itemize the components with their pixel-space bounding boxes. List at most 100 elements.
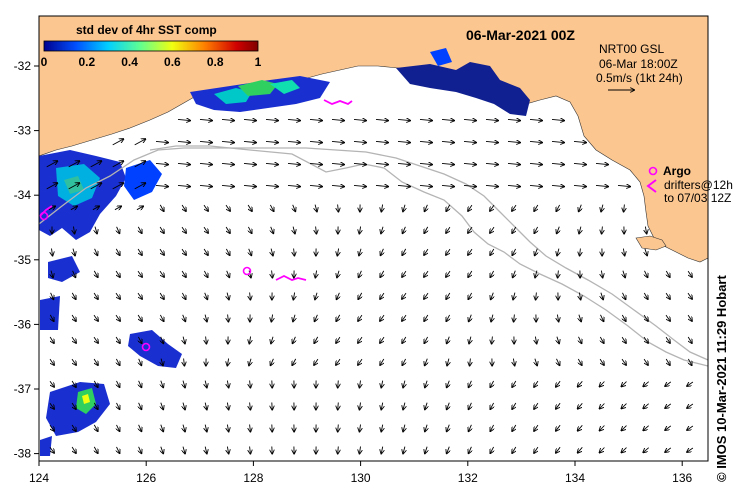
current-vector	[331, 119, 344, 120]
current-vector	[271, 314, 272, 322]
current-vector	[48, 206, 55, 209]
current-vector	[139, 424, 142, 431]
current-vector	[243, 141, 256, 142]
drifter-legend-label: drifters@12h	[664, 178, 733, 192]
current-vector	[529, 163, 542, 164]
current-vector	[94, 402, 97, 409]
current-vector	[117, 380, 120, 387]
current-vector	[534, 402, 538, 409]
current-vector	[381, 380, 382, 388]
current-vector	[287, 119, 300, 120]
current-vector	[468, 248, 473, 255]
current-vector	[177, 163, 190, 164]
drifter-track	[39, 205, 53, 217]
current-vector	[490, 204, 495, 211]
current-vector	[644, 358, 648, 365]
current-vector	[49, 402, 54, 409]
current-vector	[72, 424, 76, 431]
current-vector	[112, 139, 124, 146]
current-vector	[573, 163, 586, 164]
current-vector	[228, 314, 229, 322]
current-vector	[381, 402, 382, 410]
current-vector	[94, 424, 97, 431]
current-vector	[595, 185, 608, 186]
current-vector	[337, 292, 340, 299]
current-vector	[446, 292, 450, 299]
current-vector	[177, 185, 190, 186]
current-vector	[271, 226, 274, 233]
current-vector	[425, 446, 427, 454]
current-vector	[94, 292, 98, 299]
x-axis: 124 126 128 130 132 134 136	[29, 461, 693, 485]
y-tick-label: -36	[14, 317, 32, 331]
current-vector	[644, 292, 647, 299]
colorbar-tick-label: 0	[41, 55, 48, 69]
current-vector	[600, 447, 605, 453]
current-vector	[250, 380, 251, 388]
current-vector	[250, 402, 251, 410]
current-vector	[529, 119, 542, 120]
current-vector	[248, 204, 252, 211]
current-vector	[265, 163, 278, 164]
current-vector	[137, 270, 142, 277]
current-vector	[287, 185, 300, 186]
current-vector	[309, 163, 322, 164]
current-vector	[490, 248, 494, 255]
current-vector	[447, 380, 450, 388]
current-vector	[336, 336, 340, 343]
current-vector	[181, 226, 186, 233]
current-vector	[183, 446, 185, 454]
current-vector	[600, 336, 603, 343]
current-vector	[160, 314, 163, 321]
current-vector	[138, 248, 142, 255]
current-vector	[446, 226, 450, 233]
current-vector	[358, 336, 363, 343]
current-vector	[294, 248, 295, 256]
current-vector	[380, 292, 384, 299]
current-vector	[688, 270, 692, 277]
current-vector	[221, 119, 234, 120]
current-vector	[134, 183, 146, 190]
current-vector	[293, 204, 296, 211]
current-vector	[513, 292, 515, 300]
y-tick-label: -34	[14, 188, 32, 202]
current-vector	[579, 292, 580, 300]
current-vector	[441, 141, 454, 142]
current-vector	[68, 183, 80, 190]
current-vector	[446, 270, 451, 277]
current-vector	[204, 248, 208, 255]
current-vector	[68, 161, 80, 168]
shelf-contour	[39, 147, 708, 361]
current-vector	[359, 270, 362, 277]
current-vector	[687, 292, 692, 299]
current-vector	[358, 358, 363, 365]
current-vector	[94, 446, 97, 453]
current-vector	[665, 447, 672, 452]
current-vector	[623, 248, 624, 256]
drifter-legend-time: to 07/03 12Z	[664, 191, 731, 205]
current-vector	[134, 139, 146, 146]
current-vector	[155, 141, 168, 142]
colorbar-tick-label: 0.6	[164, 55, 181, 69]
imos-credit: © IMOS 10-Mar-2021 11:29 Hobart	[714, 275, 729, 482]
current-vector	[182, 204, 186, 211]
current-vector	[46, 161, 58, 168]
current-vector	[665, 381, 672, 386]
current-vector	[114, 206, 121, 209]
current-vector	[534, 424, 538, 431]
current-vector	[425, 204, 428, 211]
current-vector	[49, 358, 54, 365]
current-vector	[293, 292, 294, 300]
current-vector	[403, 380, 405, 388]
current-vector	[600, 403, 605, 409]
current-vector	[514, 314, 515, 322]
current-vector	[314, 358, 318, 365]
current-vector	[353, 163, 366, 164]
current-vector	[600, 358, 604, 365]
current-vector	[94, 380, 97, 387]
current-vector	[512, 402, 516, 409]
current-vector	[160, 292, 164, 299]
current-vector	[507, 163, 520, 164]
current-vector	[463, 163, 476, 164]
current-vector	[601, 292, 603, 300]
